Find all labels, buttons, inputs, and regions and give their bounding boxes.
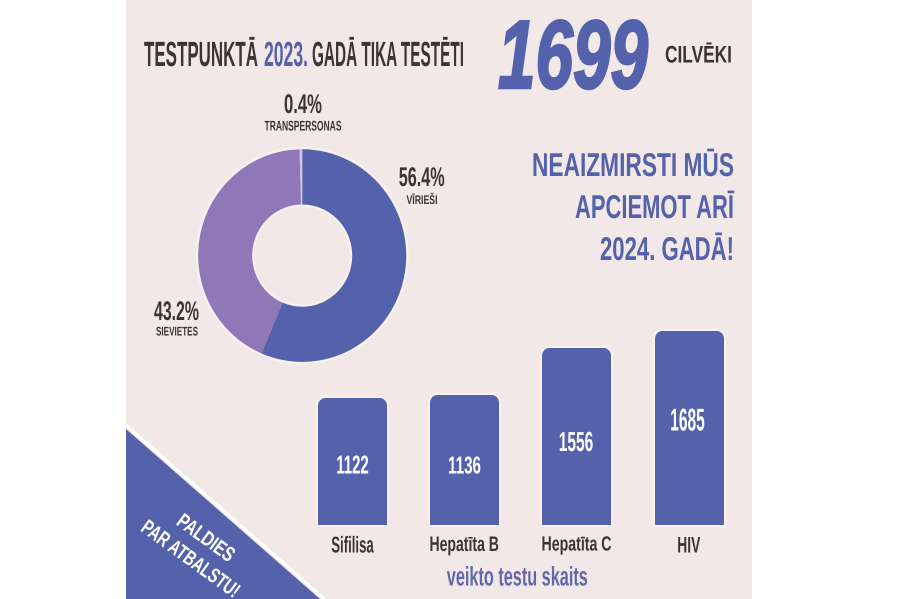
svg-text:1685: 1685 xyxy=(670,402,705,438)
svg-text:2024. GADĀ!: 2024. GADĀ! xyxy=(600,230,734,267)
svg-text:2023.: 2023. xyxy=(264,35,308,74)
svg-text:1136: 1136 xyxy=(448,453,481,480)
svg-text:1122: 1122 xyxy=(336,450,369,480)
svg-text:SIEVIETES: SIEVIETES xyxy=(156,325,198,339)
svg-text:HIV: HIV xyxy=(677,532,700,557)
svg-text:0.4%: 0.4% xyxy=(284,89,322,119)
svg-text:NEAIZMIRSTI MŪS: NEAIZMIRSTI MŪS xyxy=(532,146,734,183)
svg-text:Hepatīta B: Hepatīta B xyxy=(429,533,499,556)
svg-text:CILVĒKI: CILVĒKI xyxy=(665,42,732,69)
svg-text:TRANSPERSONAS: TRANSPERSONAS xyxy=(265,118,342,134)
svg-text:1556: 1556 xyxy=(559,426,594,457)
svg-text:Hepatīta C: Hepatīta C xyxy=(542,533,612,556)
svg-text:1699: 1699 xyxy=(498,0,648,109)
svg-text:43.2%: 43.2% xyxy=(154,296,199,326)
svg-text:56.4%: 56.4% xyxy=(399,162,445,192)
svg-text:APCIEMOT ARĪ: APCIEMOT ARĪ xyxy=(575,188,735,225)
svg-text:Sifilisa: Sifilisa xyxy=(331,532,374,558)
svg-text:VĪRIEŠI: VĪRIEŠI xyxy=(407,192,438,207)
svg-text:GADĀ TIKA TESTĒTI: GADĀ TIKA TESTĒTI xyxy=(312,35,464,74)
svg-text:veikto testu skaits: veikto testu skaits xyxy=(447,562,588,592)
svg-text:TESTPUNKTĀ: TESTPUNKTĀ xyxy=(144,35,258,74)
